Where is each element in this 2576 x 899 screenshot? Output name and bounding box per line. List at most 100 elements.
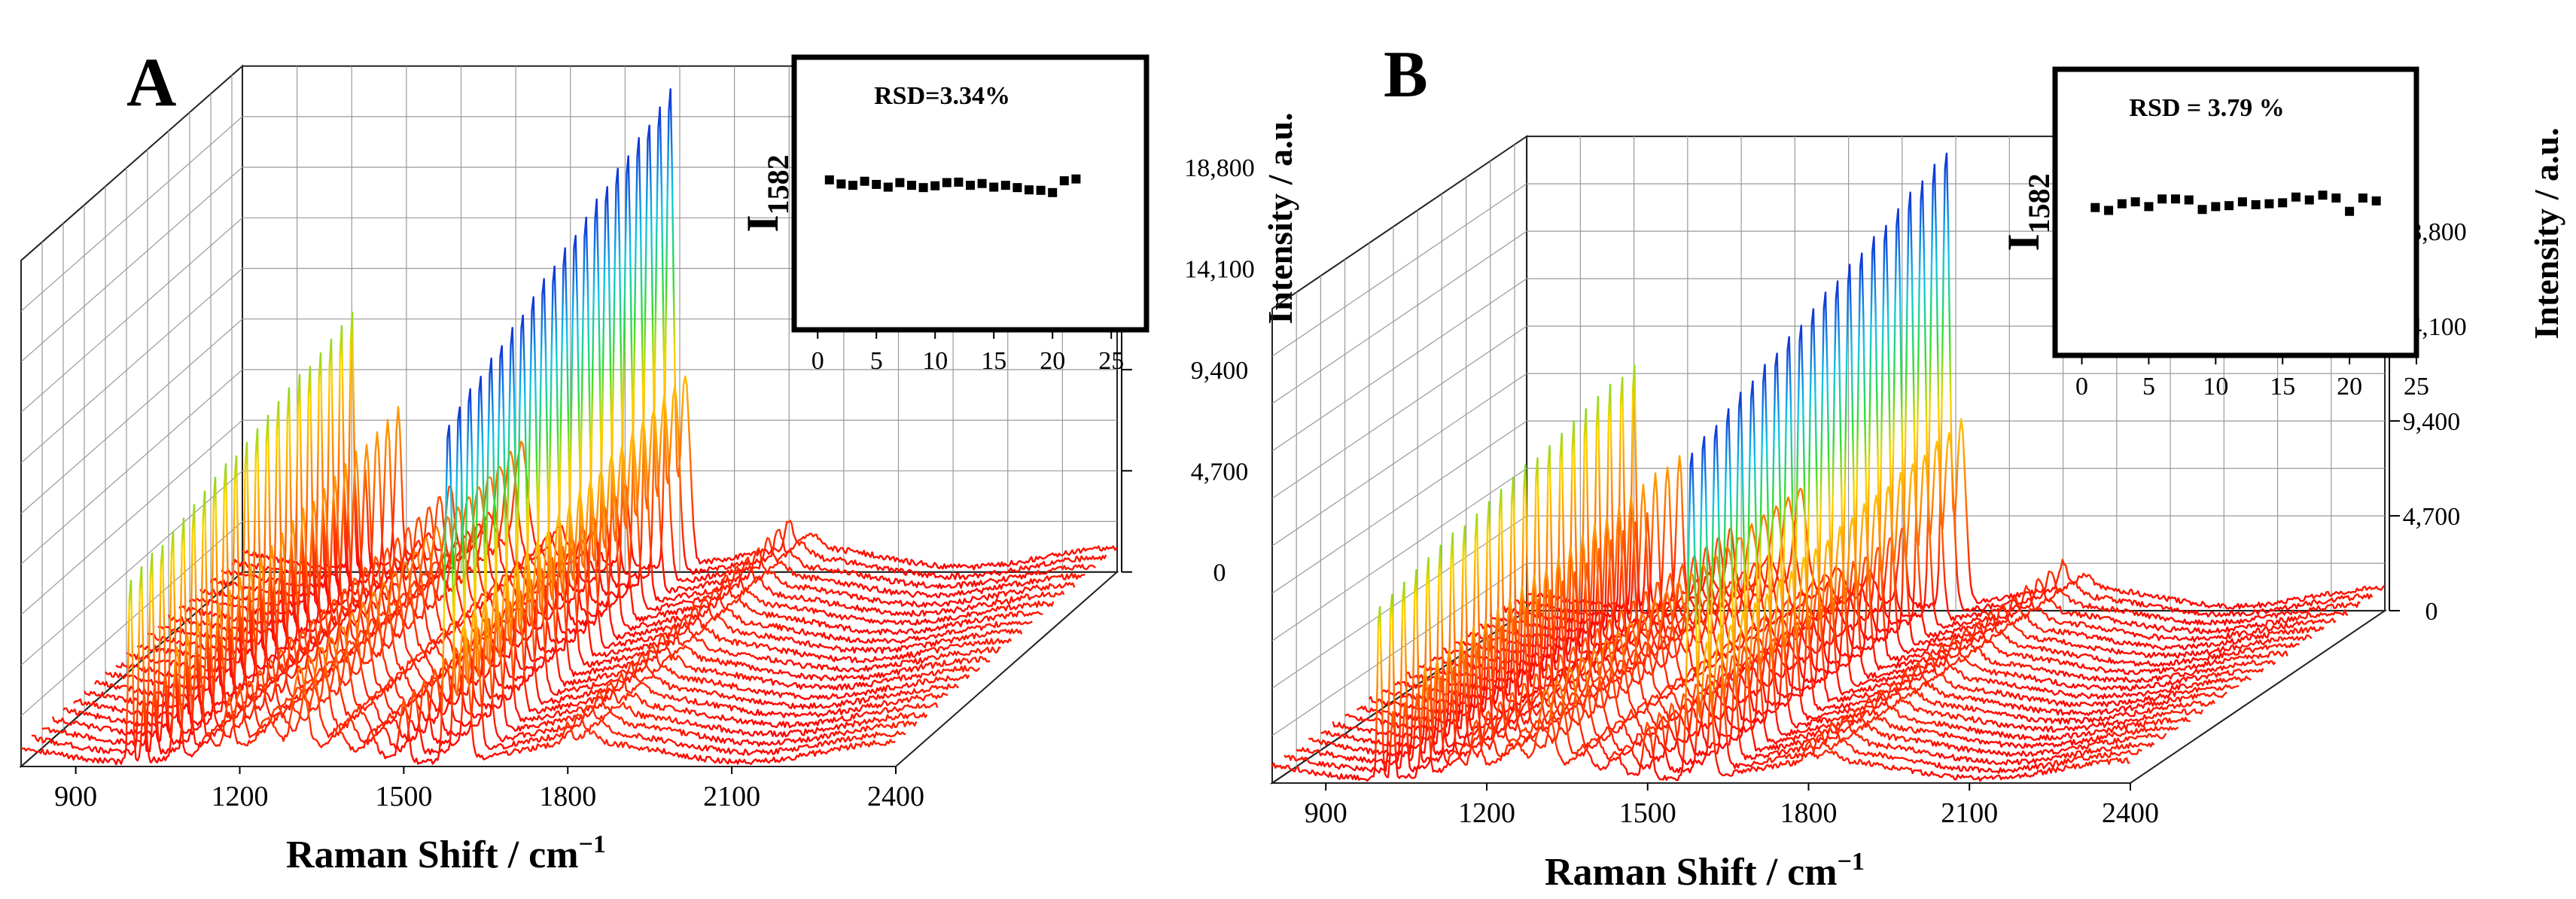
z-tick-label: 14,100 bbox=[1184, 256, 1255, 284]
inset-data-point bbox=[1071, 174, 1081, 184]
spectrum-line bbox=[1308, 408, 2167, 757]
spectrum-line bbox=[1392, 308, 2252, 700]
spectrum-line bbox=[1296, 425, 2155, 766]
inset-data-point bbox=[2291, 192, 2300, 202]
inset-data-point bbox=[2264, 199, 2274, 209]
grid-line bbox=[20, 217, 243, 413]
x-tick-label: 900 bbox=[1305, 797, 1347, 829]
inset-data-point bbox=[2157, 194, 2167, 204]
inset-data-point bbox=[872, 179, 882, 189]
inset-x-tick-label: 20 bbox=[1040, 347, 1065, 375]
inset-data-point bbox=[883, 182, 893, 192]
grid-line bbox=[1271, 278, 1527, 452]
grid-line bbox=[20, 318, 243, 514]
inset-data-point bbox=[2371, 196, 2381, 206]
x-axis-ticks: 900 1200 1500 1800 2100 2400 bbox=[54, 766, 924, 812]
spectrum-line bbox=[1380, 325, 2240, 709]
inset-data-point bbox=[860, 176, 869, 186]
inset-data-point bbox=[836, 179, 846, 189]
inset-data-point bbox=[2278, 198, 2288, 208]
inset-x-tick-label: 10 bbox=[2203, 373, 2228, 401]
panel-label: A bbox=[126, 44, 176, 120]
inset-data-point bbox=[2171, 194, 2180, 204]
inset-data-point bbox=[1059, 176, 1069, 186]
inset-y-label: I1582 bbox=[738, 154, 795, 232]
inset-x-tick-label: 5 bbox=[2142, 373, 2155, 401]
inset-x-tick-label: 0 bbox=[2075, 373, 2088, 401]
inset-frame bbox=[2052, 66, 2419, 358]
x-tick-label: 1500 bbox=[375, 781, 432, 812]
z-tick-label: 18,800 bbox=[1184, 154, 1255, 182]
inset-data-point bbox=[824, 175, 834, 184]
inset-x-tick-label: 25 bbox=[2404, 373, 2429, 401]
inset-title: RSD = 3.79 % bbox=[2129, 94, 2284, 122]
z-tick-label: 0 bbox=[1213, 559, 1226, 587]
inset-data-point bbox=[918, 183, 928, 193]
grid-line bbox=[20, 369, 243, 565]
grid-line bbox=[1271, 468, 1527, 641]
inset-data-point bbox=[954, 177, 964, 187]
z-axis-label: Intensity / a.u. bbox=[1261, 112, 1299, 324]
spectrum-line bbox=[1429, 264, 2288, 675]
inset-rsd-plot: RSD = 3.79 % I1582 0 5 10 15 20 25 bbox=[1999, 66, 2429, 401]
inset-data-point bbox=[2224, 201, 2234, 211]
inset-data-point bbox=[1012, 183, 1022, 193]
inset-data-point bbox=[977, 178, 987, 188]
z-tick-label: 0 bbox=[2425, 598, 2438, 626]
inset-data-point bbox=[2144, 202, 2154, 212]
inset-y-label-sub: 1582 bbox=[2022, 173, 2056, 233]
waterfall-spectra bbox=[20, 88, 1118, 766]
x-tick-label: 1500 bbox=[1619, 797, 1676, 829]
inset-data-point bbox=[2345, 206, 2355, 216]
inset-data-point bbox=[2251, 200, 2261, 209]
inset-data-point bbox=[2130, 197, 2140, 207]
x-axis-ticks: 900 1200 1500 1800 2100 2400 bbox=[1305, 783, 2159, 829]
inset-data-point bbox=[2304, 195, 2314, 205]
x-tick-label: 2400 bbox=[2102, 797, 2159, 829]
spectrum-line bbox=[1454, 236, 2313, 659]
inset-x-tick-label: 15 bbox=[2270, 373, 2295, 401]
x-tick-label: 2100 bbox=[1941, 797, 1998, 829]
x-axis-label: Raman Shift / cm−1 bbox=[1545, 848, 1865, 894]
spectrum-line bbox=[1478, 208, 2337, 643]
z-tick-label: 4,700 bbox=[1191, 458, 1249, 486]
panel-label: B bbox=[1384, 38, 1428, 111]
inset-y-label-main: I bbox=[1999, 233, 2048, 251]
z-tick-label: 4,700 bbox=[2403, 503, 2461, 531]
grid-line bbox=[1271, 183, 1527, 357]
x-tick-label: 900 bbox=[54, 781, 97, 812]
inset-x-tick-label: 25 bbox=[1098, 347, 1124, 375]
inset-data-point bbox=[895, 178, 905, 187]
spectrum-line bbox=[1368, 336, 2227, 717]
z-tick-label: 9,400 bbox=[1191, 357, 1249, 385]
grid-line bbox=[1271, 230, 1527, 404]
spectrum-line bbox=[1332, 380, 2191, 742]
grid-line bbox=[1271, 420, 1527, 594]
inset-x-tick-label: 10 bbox=[922, 347, 948, 375]
inset-data-point bbox=[989, 182, 999, 192]
inset-data-point bbox=[942, 178, 952, 187]
x-tick-label: 1200 bbox=[212, 781, 269, 812]
grid-line bbox=[20, 419, 243, 615]
inset-y-label-sub: 1582 bbox=[761, 154, 795, 215]
grid-line bbox=[20, 166, 243, 362]
x-tick-label: 1200 bbox=[1458, 797, 1515, 829]
inset-data-point bbox=[1025, 185, 1034, 195]
inset-data-point bbox=[848, 181, 857, 190]
waterfall-spectra bbox=[1271, 152, 2386, 782]
spectrum-line bbox=[1271, 453, 2130, 782]
inset-x-tick-label: 20 bbox=[2337, 373, 2362, 401]
axes-3d-frame bbox=[1269, 135, 2388, 785]
inset-data-point bbox=[907, 181, 916, 190]
spectrum-line bbox=[1283, 436, 2142, 774]
grid-line bbox=[1271, 325, 1527, 499]
z-axis-label: Intensity / a.u. bbox=[2527, 127, 2565, 339]
z-tick-label: 9,400 bbox=[2403, 408, 2461, 436]
grid-line bbox=[20, 268, 243, 464]
x-axis-label: Raman Shift / cm−1 bbox=[286, 830, 606, 876]
inset-data-point bbox=[2104, 206, 2114, 215]
inset-x-tick-label: 5 bbox=[870, 347, 883, 375]
inset-title: RSD=3.34% bbox=[874, 82, 1010, 110]
inset-rsd-plot: RSD=3.34% I1582 0 5 10 15 20 25 bbox=[738, 54, 1149, 375]
x-tick-label: 1800 bbox=[539, 781, 596, 812]
